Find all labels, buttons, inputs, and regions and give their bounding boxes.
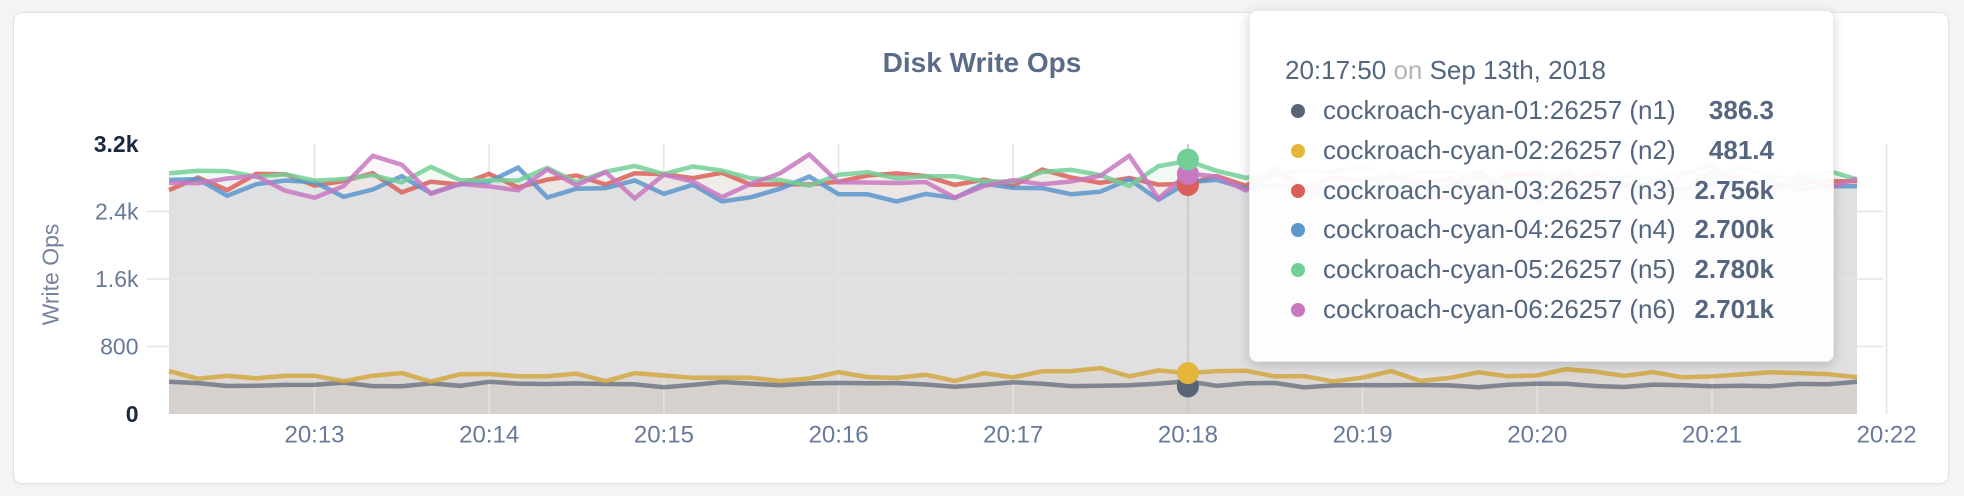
svg-text:20:13: 20:13 [284,422,344,449]
svg-text:20:22: 20:22 [1857,422,1917,449]
svg-text:20:21: 20:21 [1682,422,1742,449]
svg-text:20:20: 20:20 [1507,422,1567,449]
svg-text:Write Ops: Write Ops [38,224,64,326]
svg-text:2.4k: 2.4k [95,199,139,225]
svg-text:800: 800 [100,334,138,360]
svg-text:1.6k: 1.6k [95,266,139,292]
svg-text:20:16: 20:16 [809,422,869,449]
svg-text:20:14: 20:14 [459,422,519,449]
svg-text:20:17: 20:17 [983,422,1043,449]
svg-text:20:19: 20:19 [1333,422,1393,449]
svg-text:3.2k: 3.2k [94,131,139,157]
svg-text:20:15: 20:15 [634,422,694,449]
svg-text:20:18: 20:18 [1158,422,1218,449]
svg-text:0: 0 [126,401,139,427]
